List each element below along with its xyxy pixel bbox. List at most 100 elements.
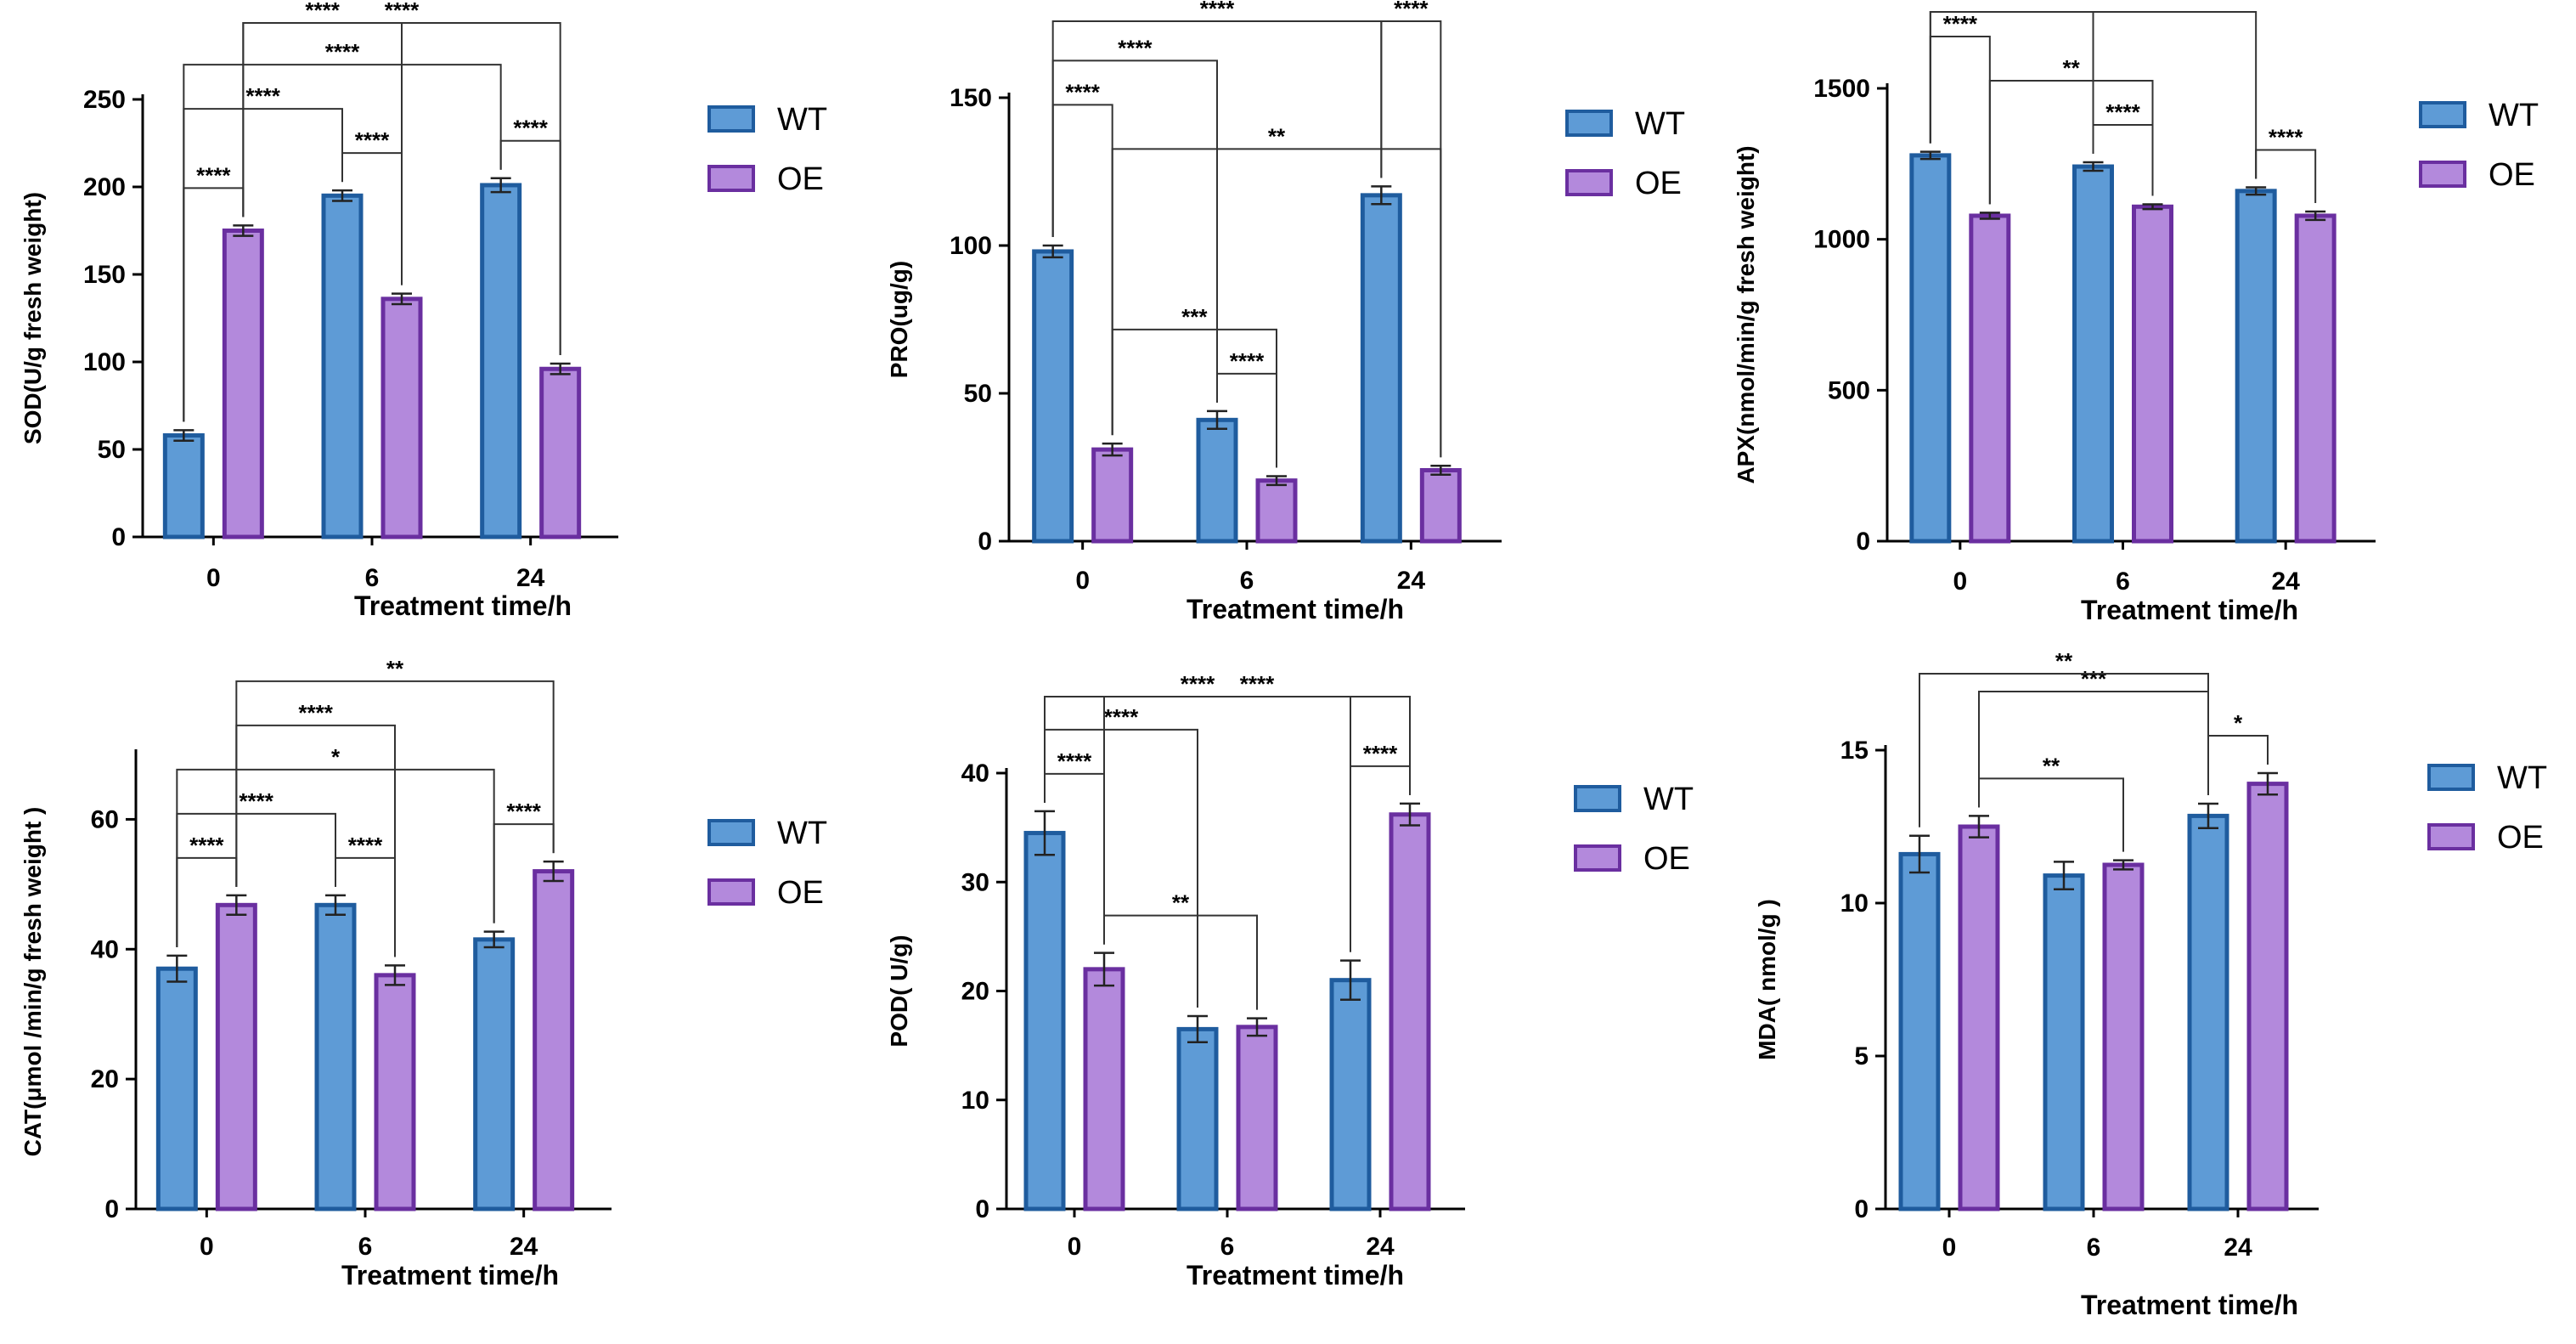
y-tick-label: 50 <box>98 436 126 464</box>
bar-oe-0 <box>1958 824 2000 1211</box>
y-tick-label: 150 <box>950 84 992 112</box>
y-axis-label: MDA( nmol/g ) <box>1754 899 1780 1060</box>
bar-wt-24 <box>2235 189 2277 544</box>
legend-label-wt: WT <box>777 102 827 138</box>
significance-label: ** <box>386 656 404 681</box>
significance-bracket <box>235 680 555 887</box>
bar-oe-24 <box>1419 467 1462 544</box>
y-tick-label: 0 <box>1856 528 1870 556</box>
significance-label: **** <box>189 833 224 858</box>
significance-label: **** <box>385 0 420 23</box>
legend-label-wt: WT <box>1643 782 1694 817</box>
significance-label: ** <box>2004 0 2021 12</box>
bar-wt-0 <box>1909 153 1952 544</box>
x-axis-label: Treatment time/h <box>2081 1290 2298 1320</box>
legend-swatch-wt <box>2419 101 2466 128</box>
x-tick-label: 24 <box>510 1233 538 1261</box>
y-tick-label: 15 <box>1840 737 1869 765</box>
chart-sod: 0 50 100 150 200 250 0 6 24 **** **** **** **** **** *… <box>20 0 827 621</box>
significance-label: **** <box>325 39 360 65</box>
significance-bracket <box>1978 777 2124 852</box>
significance-label: *** <box>2081 666 2107 692</box>
bar-oe-6 <box>1255 478 1298 544</box>
significance-label: **** <box>1181 671 1215 697</box>
bar-oe-0 <box>215 902 257 1211</box>
y-tick-label: 200 <box>83 173 126 201</box>
y-axis-label: PRO(ug/g) <box>886 261 912 378</box>
significance-label: **** <box>348 833 383 858</box>
significance-label: **** <box>196 162 231 188</box>
bar-oe-6 <box>374 973 416 1211</box>
x-tick-label: 6 <box>2087 1234 2101 1262</box>
significance-label: **** <box>1104 704 1139 730</box>
x-tick-label: 6 <box>358 1233 373 1261</box>
significance-label: **** <box>1363 741 1398 766</box>
legend-swatch-wt <box>2427 764 2475 791</box>
y-axis-label: POD( U/g) <box>886 935 912 1047</box>
significance-bracket <box>1103 914 1258 1010</box>
legend-swatch-wt <box>1565 110 1613 137</box>
y-tick-label: 30 <box>961 868 989 896</box>
significance-bracket <box>242 22 561 356</box>
legend-label-wt: WT <box>777 816 827 851</box>
significance-label: **** <box>305 0 340 23</box>
y-tick-label: 1500 <box>1813 75 1870 103</box>
bar-oe-6 <box>1236 1025 1278 1211</box>
y-tick-label: 0 <box>104 1195 119 1223</box>
legend-label-wt: WT <box>2497 760 2547 796</box>
significance-label: **** <box>1943 11 1978 37</box>
significance-label: ** <box>1172 890 1190 916</box>
bar-wt-24 <box>480 183 522 539</box>
significance-label: **** <box>298 700 333 726</box>
legend-swatch-oe <box>707 878 755 906</box>
significance-label: **** <box>245 83 280 109</box>
legend-label-oe: OE <box>777 161 824 197</box>
significance-bracket <box>1978 691 2209 808</box>
x-tick-label: 0 <box>1942 1234 1957 1262</box>
significance-bracket <box>1919 673 2209 827</box>
significance-label: **** <box>506 799 541 824</box>
significance-bracket <box>1380 20 1442 458</box>
y-tick-label: 150 <box>83 261 126 289</box>
significance-label: **** <box>1200 0 1235 21</box>
significance-label: ** <box>2055 648 2073 674</box>
significance-label: ** <box>2043 753 2060 778</box>
significance-label: * <box>331 744 341 770</box>
bar-wt-6 <box>1176 1026 1219 1211</box>
legend-label-oe: OE <box>1635 166 1682 201</box>
bar-oe-6 <box>2102 862 2145 1211</box>
significance-label: ** <box>1268 123 1286 149</box>
significance-label: *** <box>1181 304 1208 330</box>
significance-label: **** <box>1240 671 1275 697</box>
legend-swatch-wt <box>707 819 755 846</box>
x-axis-label: Treatment time/h <box>1187 594 1404 624</box>
significance-label: **** <box>1057 748 1092 774</box>
legend-label-wt: WT <box>1635 106 1685 142</box>
x-tick-label: 24 <box>1397 567 1426 595</box>
y-axis-label: APX(nmol/min/g fresh weight) <box>1733 145 1759 483</box>
y-tick-label: 500 <box>1828 376 1870 404</box>
bar-oe-24 <box>1389 812 1431 1211</box>
bar-oe-0 <box>1969 213 2011 544</box>
y-tick-label: 50 <box>964 380 992 408</box>
y-tick-label: 10 <box>1840 889 1869 918</box>
significance-bracket <box>1103 696 1411 945</box>
bar-oe-24 <box>2246 782 2289 1211</box>
bar-wt-6 <box>314 902 357 1211</box>
bar-wt-24 <box>1329 978 1372 1211</box>
bar-wt-24 <box>1360 193 1402 544</box>
significance-label: **** <box>2076 0 2111 12</box>
x-tick-label: 24 <box>1366 1233 1395 1261</box>
y-tick-label: 250 <box>83 86 126 114</box>
legend-swatch-wt <box>707 105 755 133</box>
x-tick-label: 6 <box>1220 1233 1235 1261</box>
significance-label: **** <box>1118 35 1153 60</box>
x-tick-label: 0 <box>206 564 221 592</box>
significance-label: * <box>2234 710 2243 736</box>
legend-label-wt: WT <box>2489 98 2539 133</box>
bar-oe-0 <box>1091 447 1134 544</box>
bar-wt-0 <box>1898 851 1941 1211</box>
significance-label: ** <box>2063 55 2081 81</box>
